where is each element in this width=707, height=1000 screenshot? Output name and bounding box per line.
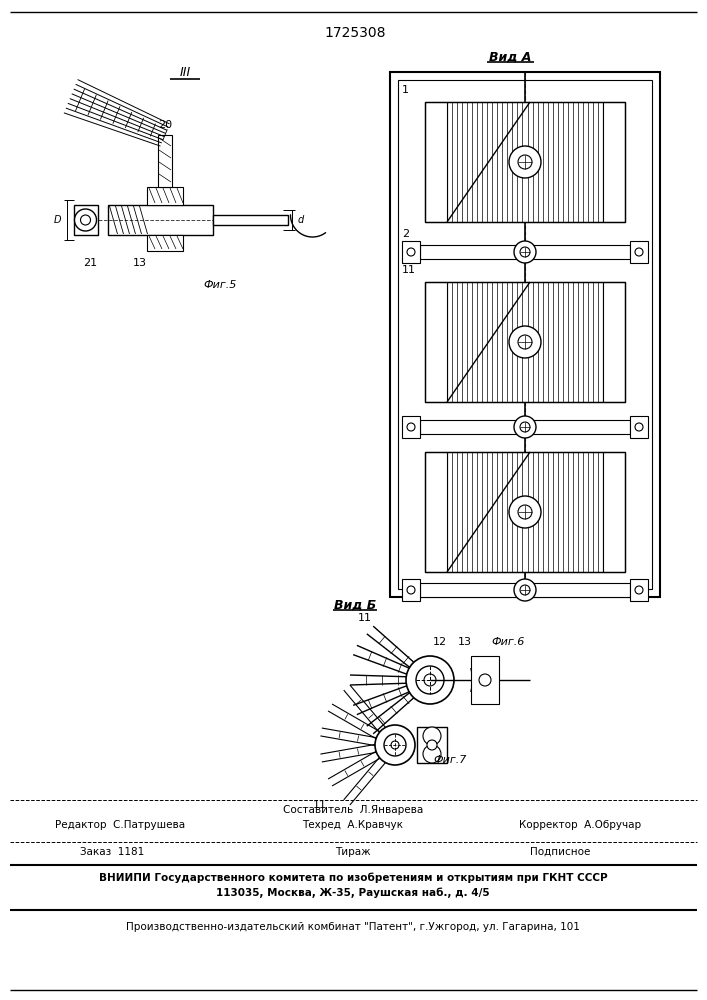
Bar xyxy=(402,241,420,263)
Circle shape xyxy=(74,209,96,231)
Circle shape xyxy=(514,416,536,438)
Bar xyxy=(158,135,172,187)
Circle shape xyxy=(520,422,530,432)
Bar xyxy=(74,205,98,235)
Bar xyxy=(630,241,648,263)
Text: Подписное: Подписное xyxy=(530,847,590,857)
Circle shape xyxy=(635,248,643,256)
Bar xyxy=(471,656,499,704)
Bar xyxy=(420,583,630,597)
Circle shape xyxy=(509,496,541,528)
Text: Фиг.6: Фиг.6 xyxy=(491,637,525,647)
Text: 11: 11 xyxy=(402,265,416,275)
Circle shape xyxy=(416,666,444,694)
Bar xyxy=(630,579,648,601)
Circle shape xyxy=(424,674,436,686)
Bar xyxy=(425,102,447,222)
Text: 12: 12 xyxy=(433,637,447,647)
Circle shape xyxy=(407,586,415,594)
Text: 1725308: 1725308 xyxy=(325,26,386,40)
Bar xyxy=(213,215,288,225)
Bar xyxy=(603,102,625,222)
Text: Фиг.7: Фиг.7 xyxy=(433,755,467,765)
Circle shape xyxy=(520,247,530,257)
Circle shape xyxy=(375,725,415,765)
Bar xyxy=(402,416,420,438)
Bar xyxy=(107,205,213,235)
Bar xyxy=(420,420,630,434)
Bar xyxy=(420,245,630,259)
Bar xyxy=(390,72,660,597)
Text: Редактор  С.Патрушева: Редактор С.Патрушева xyxy=(55,820,185,830)
Text: 2: 2 xyxy=(402,229,409,239)
Circle shape xyxy=(635,423,643,431)
Text: 11: 11 xyxy=(313,800,327,810)
Bar xyxy=(398,80,652,589)
Text: 113035, Москва, Ж-35, Раушская наб., д. 4/5: 113035, Москва, Ж-35, Раушская наб., д. … xyxy=(216,888,490,898)
Circle shape xyxy=(391,741,399,749)
Text: Тираж: Тираж xyxy=(335,847,370,857)
Circle shape xyxy=(518,335,532,349)
Bar xyxy=(147,235,183,251)
Text: 21: 21 xyxy=(83,258,98,268)
Text: Вид Б: Вид Б xyxy=(334,598,376,611)
Circle shape xyxy=(407,423,415,431)
Bar xyxy=(417,727,447,763)
Circle shape xyxy=(479,674,491,686)
Text: Вид А: Вид А xyxy=(489,50,531,64)
Circle shape xyxy=(407,248,415,256)
Circle shape xyxy=(509,326,541,358)
Bar xyxy=(630,416,648,438)
Text: Техред  А.Кравчук: Техред А.Кравчук xyxy=(303,820,404,830)
Text: Заказ  1181: Заказ 1181 xyxy=(80,847,144,857)
Circle shape xyxy=(406,656,454,704)
Circle shape xyxy=(635,586,643,594)
Circle shape xyxy=(384,734,406,756)
Circle shape xyxy=(514,579,536,601)
Circle shape xyxy=(518,505,532,519)
Bar xyxy=(425,282,625,402)
Bar xyxy=(447,452,603,572)
Bar xyxy=(603,282,625,402)
Text: 1: 1 xyxy=(402,85,409,95)
Text: 11: 11 xyxy=(358,613,372,623)
Text: ВНИИПИ Государственного комитета по изобретениям и открытиям при ГКНТ СССР: ВНИИПИ Государственного комитета по изоб… xyxy=(99,873,607,883)
Bar xyxy=(425,102,625,222)
Circle shape xyxy=(520,585,530,595)
Circle shape xyxy=(423,745,441,763)
Text: Составитель  Л.Январева: Составитель Л.Январева xyxy=(283,805,423,815)
Text: Фиг.5: Фиг.5 xyxy=(204,280,237,290)
Bar xyxy=(402,579,420,601)
Circle shape xyxy=(423,727,441,745)
Text: 13: 13 xyxy=(458,637,472,647)
Text: Корректор  А.Обручар: Корректор А.Обручар xyxy=(519,820,641,830)
Bar xyxy=(147,187,183,205)
Circle shape xyxy=(509,146,541,178)
Circle shape xyxy=(518,155,532,169)
Circle shape xyxy=(81,215,90,225)
Text: d: d xyxy=(298,215,303,225)
Bar xyxy=(447,282,603,402)
Bar xyxy=(603,452,625,572)
Circle shape xyxy=(427,740,437,750)
Bar xyxy=(425,282,447,402)
Circle shape xyxy=(514,241,536,263)
Text: 20: 20 xyxy=(158,120,172,130)
Text: III: III xyxy=(180,66,191,80)
Bar xyxy=(425,452,447,572)
Bar xyxy=(447,102,603,222)
Text: 13: 13 xyxy=(133,258,147,268)
Bar xyxy=(425,452,625,572)
Text: D: D xyxy=(54,215,62,225)
Text: Производственно-издательский комбинат "Патент", г.Ужгород, ул. Гагарина, 101: Производственно-издательский комбинат "П… xyxy=(126,922,580,932)
